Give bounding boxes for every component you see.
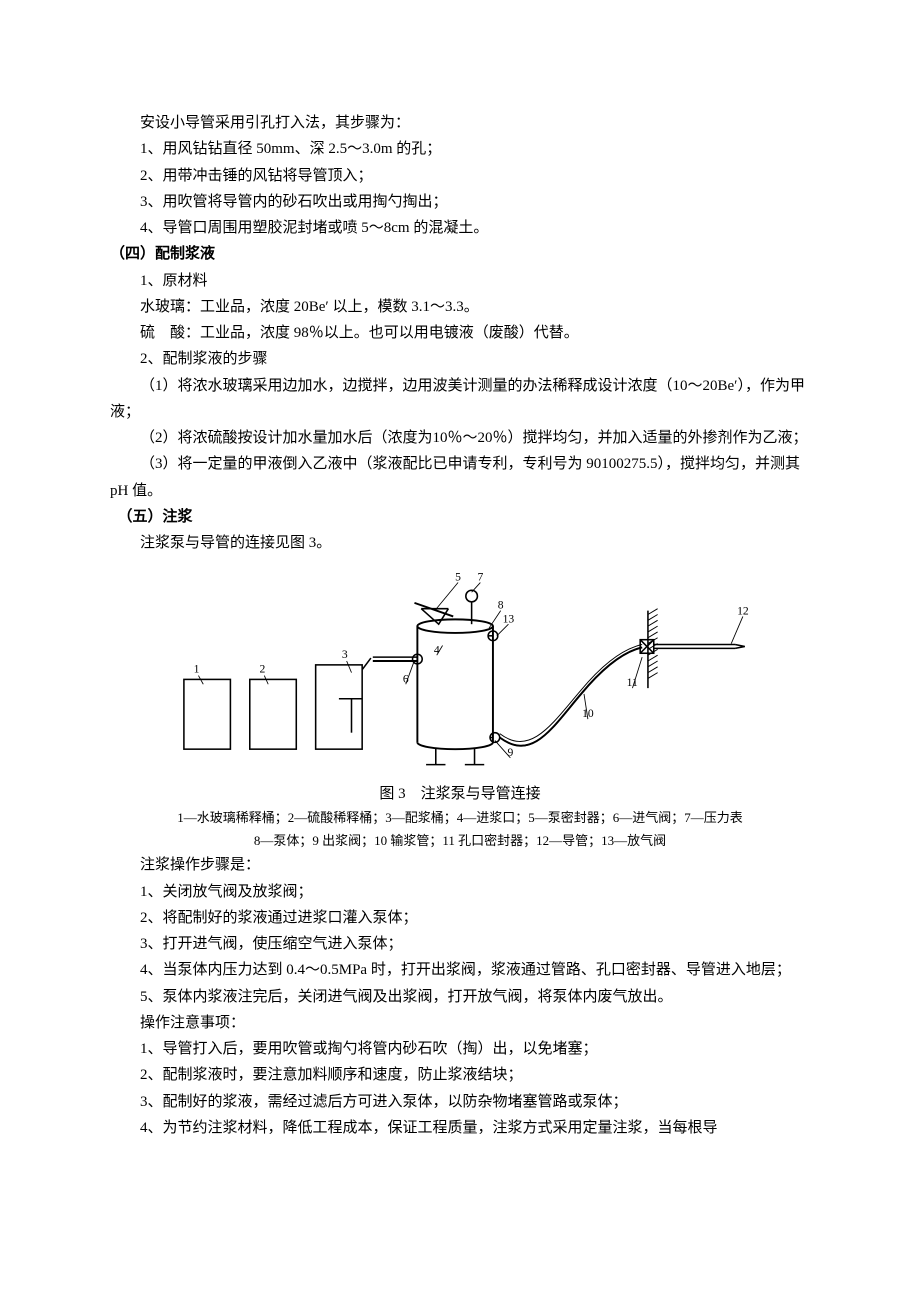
section-4-title: （四）配制浆液 <box>110 241 810 267</box>
svg-text:8: 8 <box>498 599 504 612</box>
grouting-intro: 注浆泵与导管的连接见图 3。 <box>110 530 810 556</box>
svg-text:5: 5 <box>455 571 461 584</box>
svg-text:11: 11 <box>627 676 638 689</box>
operation-step-2: 2、将配制好的浆液通过进浆口灌入泵体； <box>110 905 810 931</box>
svg-text:1: 1 <box>194 663 200 676</box>
figure-3-caption: 图 3 注浆泵与导管连接 <box>110 781 810 807</box>
raw-material-1: 水玻璃：工业品，浓度 20Be′ 以上，模数 3.1～3.3。 <box>110 294 810 320</box>
operation-step-1: 1、关闭放气阀及放浆阀； <box>110 879 810 905</box>
mix-steps-heading: 2、配制浆液的步骤 <box>110 346 810 372</box>
operation-step-4: 4、当泵体内压力达到 0.4～0.5MPa 时，打开出浆阀，浆液通过管路、孔口密… <box>110 957 810 983</box>
svg-text:9: 9 <box>507 746 513 759</box>
section-5-title: （五）注浆 <box>110 504 810 530</box>
svg-text:7: 7 <box>477 571 483 584</box>
figure-3-legend-1: 1—水玻璃稀释桶；2—硫酸稀释桶；3—配浆桶；4—进浆口；5—泵密封器；6—进气… <box>110 807 810 830</box>
figure-3-legend-2: 8—泵体；9 出浆阀；10 输浆管；11 孔口密封器；12—导管；13—放气阀 <box>110 830 810 853</box>
note-3: 3、配制好的浆液，需经过滤后方可进入泵体，以防杂物堵塞管路或泵体； <box>110 1089 810 1115</box>
guide-pipe-step-3: 3、用吹管将导管内的砂石吹出或用掏勺掏出； <box>110 189 810 215</box>
operation-step-5: 5、泵体内浆液注完后，关闭进气阀及出浆阀，打开放气阀，将泵体内废气放出。 <box>110 984 810 1010</box>
operation-step-3: 3、打开进气阀，使压缩空气进入泵体； <box>110 931 810 957</box>
svg-text:4: 4 <box>434 644 440 657</box>
raw-materials-heading: 1、原材料 <box>110 268 810 294</box>
svg-text:12: 12 <box>737 605 749 618</box>
svg-text:10: 10 <box>582 707 594 720</box>
operation-intro: 注浆操作步骤是： <box>110 852 810 878</box>
notes-heading: 操作注意事项： <box>110 1010 810 1036</box>
guide-pipe-step-1: 1、用风钻钻直径 50mm、深 2.5～3.0m 的孔； <box>110 136 810 162</box>
raw-material-2: 硫 酸：工业品，浓度 98％以上。也可以用电镀液（废酸）代替。 <box>110 320 810 346</box>
mix-step-2: （2）将浓硫酸按设计加水量加水后（浓度为10％～20％）搅拌均匀，并加入适量的外… <box>110 425 810 451</box>
svg-text:2: 2 <box>259 663 265 676</box>
note-1: 1、导管打入后，要用吹管或掏勺将管内砂石吹（掏）出，以免堵塞； <box>110 1036 810 1062</box>
guide-pipe-step-2: 2、用带冲击锤的风钻将导管顶入； <box>110 163 810 189</box>
svg-text:13: 13 <box>503 613 515 626</box>
note-2: 2、配制浆液时，要注意加料顺序和速度，防止浆液结块； <box>110 1062 810 1088</box>
note-4: 4、为节约注浆材料，降低工程成本，保证工程质量，注浆方式采用定量注浆，当每根导 <box>110 1115 810 1141</box>
mix-step-3: （3）将一定量的甲液倒入乙液中（浆液配比已申请专利，专利号为 90100275.… <box>110 451 810 504</box>
guide-pipe-intro: 安设小导管采用引孔打入法，其步骤为： <box>110 110 810 136</box>
svg-text:3: 3 <box>342 648 348 661</box>
guide-pipe-step-4: 4、导管口周围用塑胶泥封堵或喷 5～8cm 的混凝土。 <box>110 215 810 241</box>
figure-3-diagram: 12345678910111213 <box>150 568 770 776</box>
mix-step-1: （1）将浓水玻璃采用边加水，边搅拌，边用波美计测量的办法稀释成设计浓度（10～2… <box>110 373 810 426</box>
svg-text:6: 6 <box>403 673 409 686</box>
